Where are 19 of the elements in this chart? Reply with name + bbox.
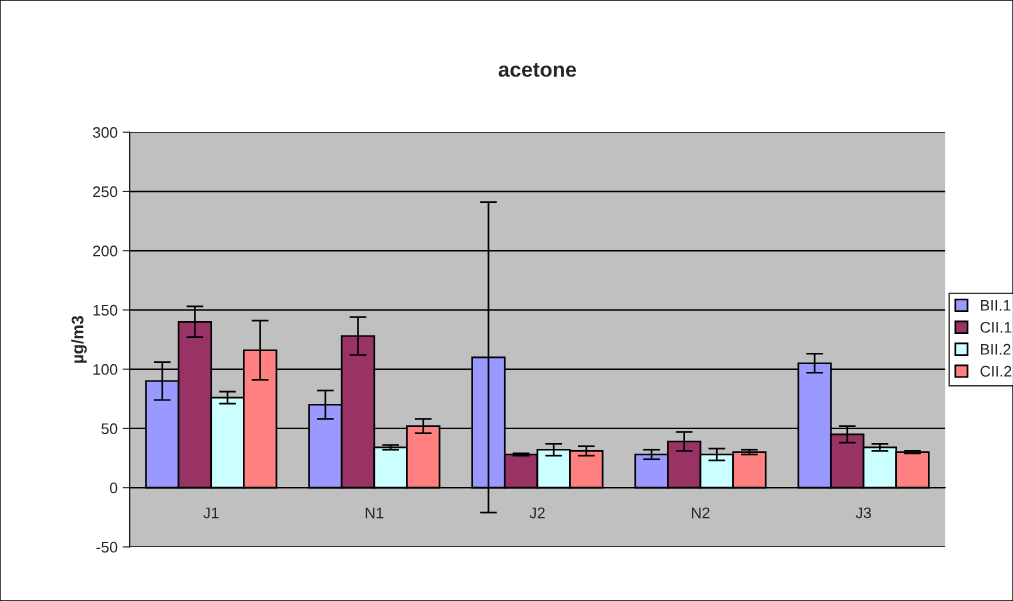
y-axis-title: µg/m3 <box>71 315 87 363</box>
y-tick-label: 200 <box>93 245 118 257</box>
x-tick-label: J3 <box>855 507 871 519</box>
y-tick-label: 50 <box>101 423 118 435</box>
x-tick-label: J1 <box>203 507 219 519</box>
legend-label: CII.1 <box>980 321 1012 333</box>
chart-title: acetone <box>498 63 577 77</box>
y-tick-label: 100 <box>93 364 118 375</box>
x-tick-label: N1 <box>365 507 384 519</box>
legend-label: BII.2 <box>981 343 1011 355</box>
legend-label: CII.2 <box>980 365 1012 377</box>
y-tick-label: 300 <box>92 127 118 138</box>
y-tick-label: 150 <box>93 304 118 316</box>
legend-label: BII.1 <box>981 300 1011 311</box>
x-tick-label: N2 <box>691 507 710 519</box>
y-tick-label: -50 <box>96 541 118 553</box>
y-tick-label: 0 <box>109 482 118 494</box>
y-tick-label: 250 <box>93 186 118 198</box>
x-tick-label: J2 <box>529 507 545 519</box>
